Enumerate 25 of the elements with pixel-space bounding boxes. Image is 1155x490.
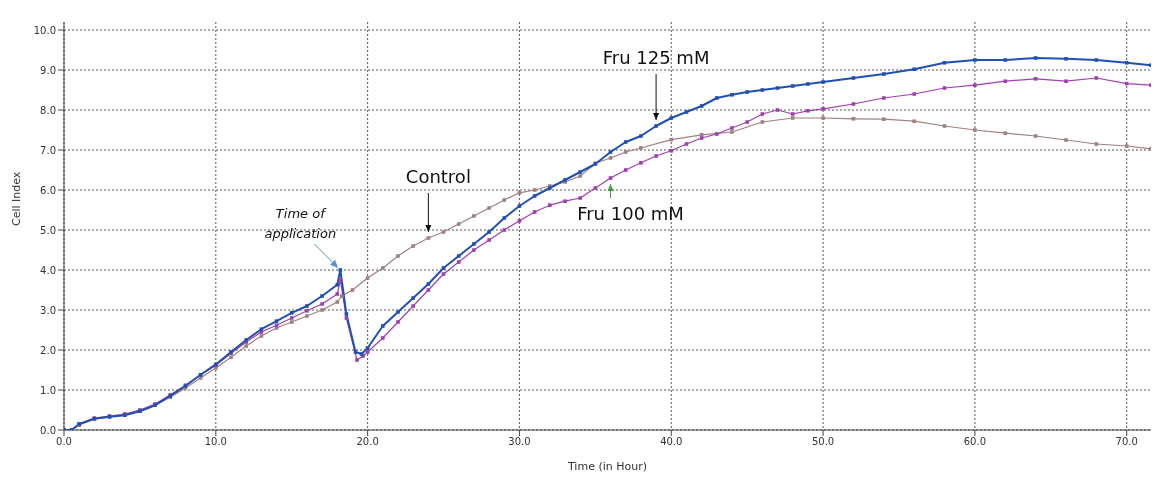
x-tick-label: 50.0 [811, 436, 835, 448]
y-tick-label: 4.0 [40, 264, 56, 276]
x-tick-label: 10.0 [204, 436, 227, 448]
x-tick-label: 40.0 [660, 436, 683, 448]
series-label: Control [405, 166, 471, 187]
y-tick-label: 8.0 [40, 104, 56, 116]
y-axis-title: Cell Index [9, 171, 23, 226]
x-tick-label: 20.0 [356, 436, 379, 448]
y-tick-label: 0.0 [40, 424, 56, 436]
x-tick-label: 60.0 [963, 436, 987, 448]
y-tick-label: 3.0 [40, 304, 56, 316]
series-label: Fru 100 mM [577, 203, 684, 224]
x-tick-label: 30.0 [508, 436, 531, 448]
annotation: Time of application [264, 206, 337, 241]
y-tick-label: 6.0 [40, 184, 56, 196]
y-tick-label: 7.0 [40, 144, 56, 156]
x-axis-title: Time (in Hour) [566, 460, 648, 473]
x-tick-label: 0.0 [56, 436, 72, 448]
y-tick-label: 9.0 [40, 64, 56, 76]
x-tick-label: 70.0 [1115, 436, 1138, 448]
y-tick-label: 1.0 [40, 384, 56, 396]
y-tick-label: 5.0 [40, 224, 56, 236]
y-tick-label: 2.0 [40, 344, 56, 356]
series-label: Fru 125 mM [602, 47, 710, 68]
y-tick-label: 10.0 [33, 24, 56, 36]
